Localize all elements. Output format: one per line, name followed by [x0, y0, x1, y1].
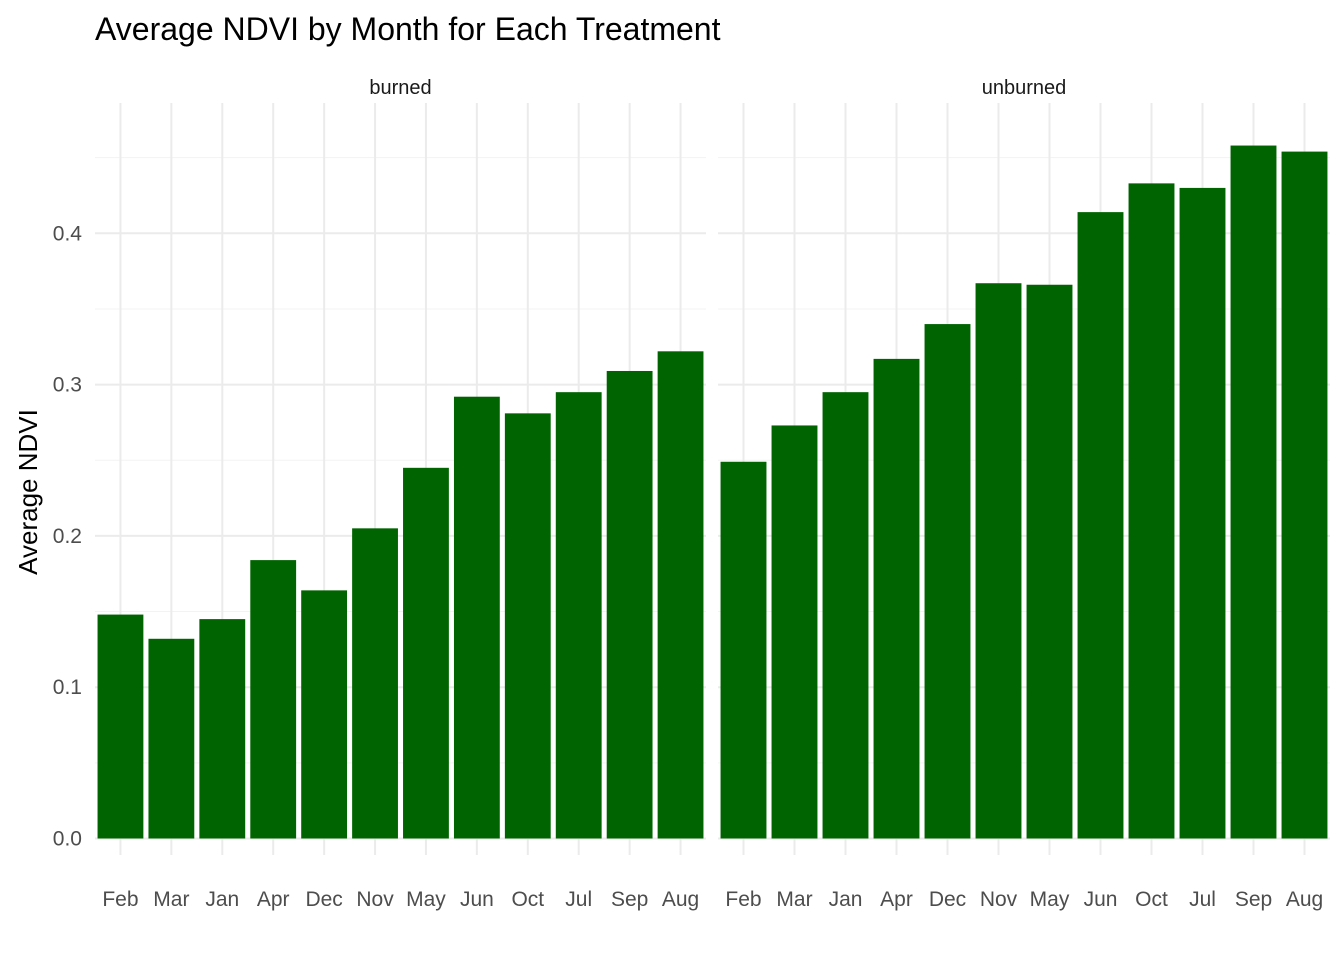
facet-panels: burned Feb Mar Jan Apr Dec Nov May Jun Oct Jul Sep A… [53, 77, 1330, 911]
bar-unburned-apr [873, 358, 920, 839]
x-tick-label: Jul [565, 888, 592, 911]
x-tick-label: Jan [829, 888, 863, 911]
bar-burned-sep [606, 370, 653, 839]
bar-burned-apr [250, 560, 297, 839]
x-tick-label: Jul [1189, 888, 1216, 911]
x-tick-label: Oct [511, 888, 544, 911]
bar-unburned-jun [1077, 212, 1124, 839]
facet-label-unburned: unburned [982, 77, 1067, 99]
bar-burned-jan [199, 619, 246, 839]
x-tick-label: Sep [1235, 888, 1272, 911]
x-tick-label: Feb [102, 888, 138, 911]
x-tick-label: Nov [980, 888, 1018, 911]
x-tick-label: Aug [1286, 888, 1323, 911]
bar-unburned-oct [1128, 183, 1175, 839]
bar-unburned-feb [720, 461, 767, 839]
y-tick-label: 0.3 [53, 374, 82, 397]
bar-unburned-may [1026, 284, 1073, 839]
y-tick-label: 0.4 [53, 222, 83, 245]
facet-label-burned: burned [369, 77, 431, 99]
x-tick-label: Mar [153, 888, 189, 911]
y-axis-label: Average NDVI [13, 409, 43, 575]
chart-title: Average NDVI by Month for Each Treatment [95, 11, 721, 47]
x-tick-label: Jun [1084, 888, 1118, 911]
x-tick-label: May [1030, 888, 1070, 911]
bar-unburned-mar [771, 425, 818, 839]
x-tick-label: Dec [305, 888, 342, 911]
facet-panel-burned: burned Feb Mar Jan Apr Dec Nov May Jun Oct Jul Sep A… [95, 77, 706, 911]
bar-burned-nov [352, 528, 398, 839]
x-tick-label: Sep [611, 888, 648, 911]
facet-panel-unburned: unburned Feb Mar Jan Apr Dec Nov May Jun Oct Jul Se… [718, 77, 1330, 911]
x-tick-label: Jun [460, 888, 494, 911]
bar-unburned-nov [975, 283, 1022, 839]
bar-burned-jul [555, 392, 602, 839]
x-tick-label: Dec [929, 888, 966, 911]
x-tick-label: Oct [1135, 888, 1168, 911]
bar-burned-jun [453, 396, 500, 839]
x-tick-label: Jan [205, 888, 239, 911]
x-tick-label: Mar [776, 888, 812, 911]
x-tick-label: Feb [725, 888, 761, 911]
y-tick-label: 0.1 [53, 676, 82, 699]
x-tick-label: Aug [662, 888, 699, 911]
bar-burned-feb [97, 614, 144, 839]
x-tick-label: Nov [356, 888, 394, 911]
x-tick-label: May [406, 888, 446, 911]
y-tick-label: 0.2 [53, 525, 82, 548]
bar-burned-mar [148, 638, 195, 839]
bar-burned-oct [504, 413, 551, 839]
bar-burned-aug [657, 351, 704, 839]
x-tick-label: Apr [257, 888, 290, 911]
y-tick-label: 0.0 [53, 828, 82, 851]
bar-unburned-dec [924, 324, 971, 839]
bar-burned-dec [301, 590, 348, 839]
bar-unburned-aug [1281, 151, 1328, 839]
bar-unburned-sep [1230, 145, 1277, 839]
x-tick-label: Apr [880, 888, 913, 911]
bar-unburned-jul [1179, 187, 1226, 839]
bar-unburned-jan [822, 392, 869, 839]
bar-burned-may [403, 467, 449, 839]
